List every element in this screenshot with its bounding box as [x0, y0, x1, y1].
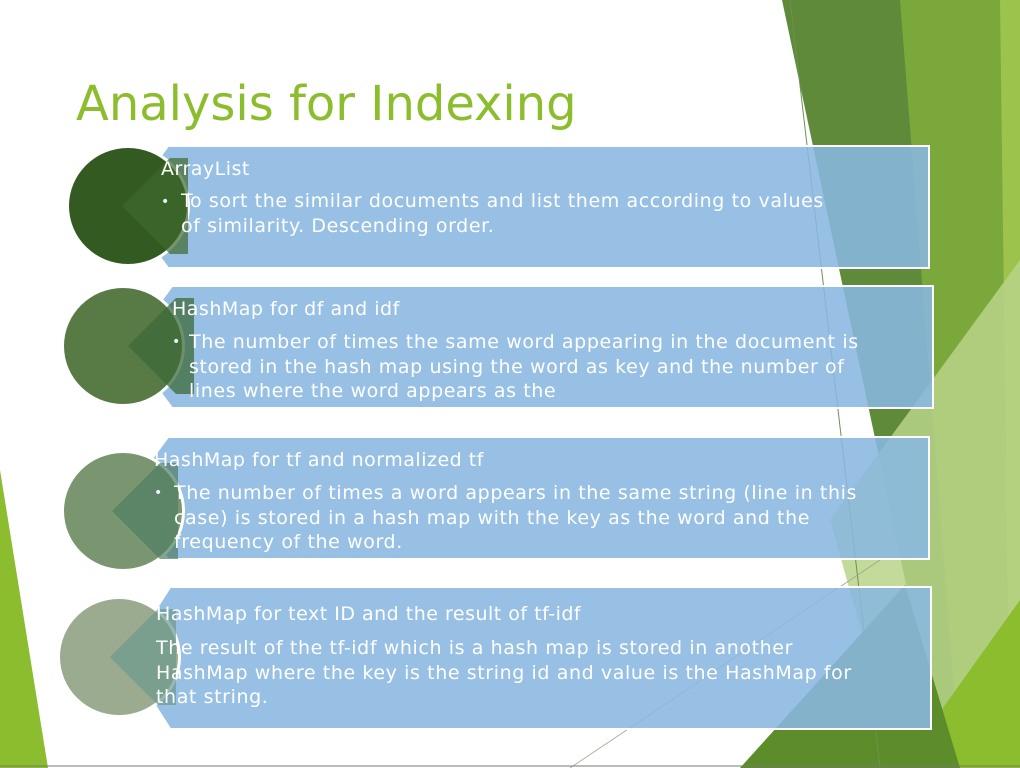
item-text-3: The number of times a word appears in th…: [174, 482, 857, 553]
bullet-1: •: [161, 194, 170, 210]
item-text-2-clip: The number of times the same word appear…: [189, 330, 869, 404]
item-arrow-2: [128, 298, 194, 394]
slide-title: Analysis for Indexing: [76, 76, 577, 132]
item-text-1: To sort the similar documents and list t…: [181, 190, 824, 237]
left-edge-stripe: [0, 470, 48, 768]
item-heading-4: HashMap for text ID and the result of tf…: [156, 603, 582, 625]
item-arrow-1: [122, 158, 188, 254]
item-heading-1: ArrayList: [161, 158, 250, 180]
item-text-2: The number of times the same word appear…: [189, 331, 859, 402]
item-heading-2: HashMap for df and idf: [172, 298, 400, 320]
item-arrow-3: [112, 463, 178, 559]
item-arrow-4: [110, 609, 176, 705]
bullet-3: •: [154, 485, 163, 501]
item-text-4: The result of the tf-idf which is a hash…: [156, 637, 852, 708]
item-banner-4: [126, 586, 932, 730]
item-banner-2: [128, 285, 934, 409]
item-banner-3: [124, 436, 930, 560]
bullet-2: •: [172, 334, 181, 350]
item-banner-1: [124, 145, 930, 269]
item-heading-3: HashMap for tf and normalized tf: [154, 449, 484, 471]
